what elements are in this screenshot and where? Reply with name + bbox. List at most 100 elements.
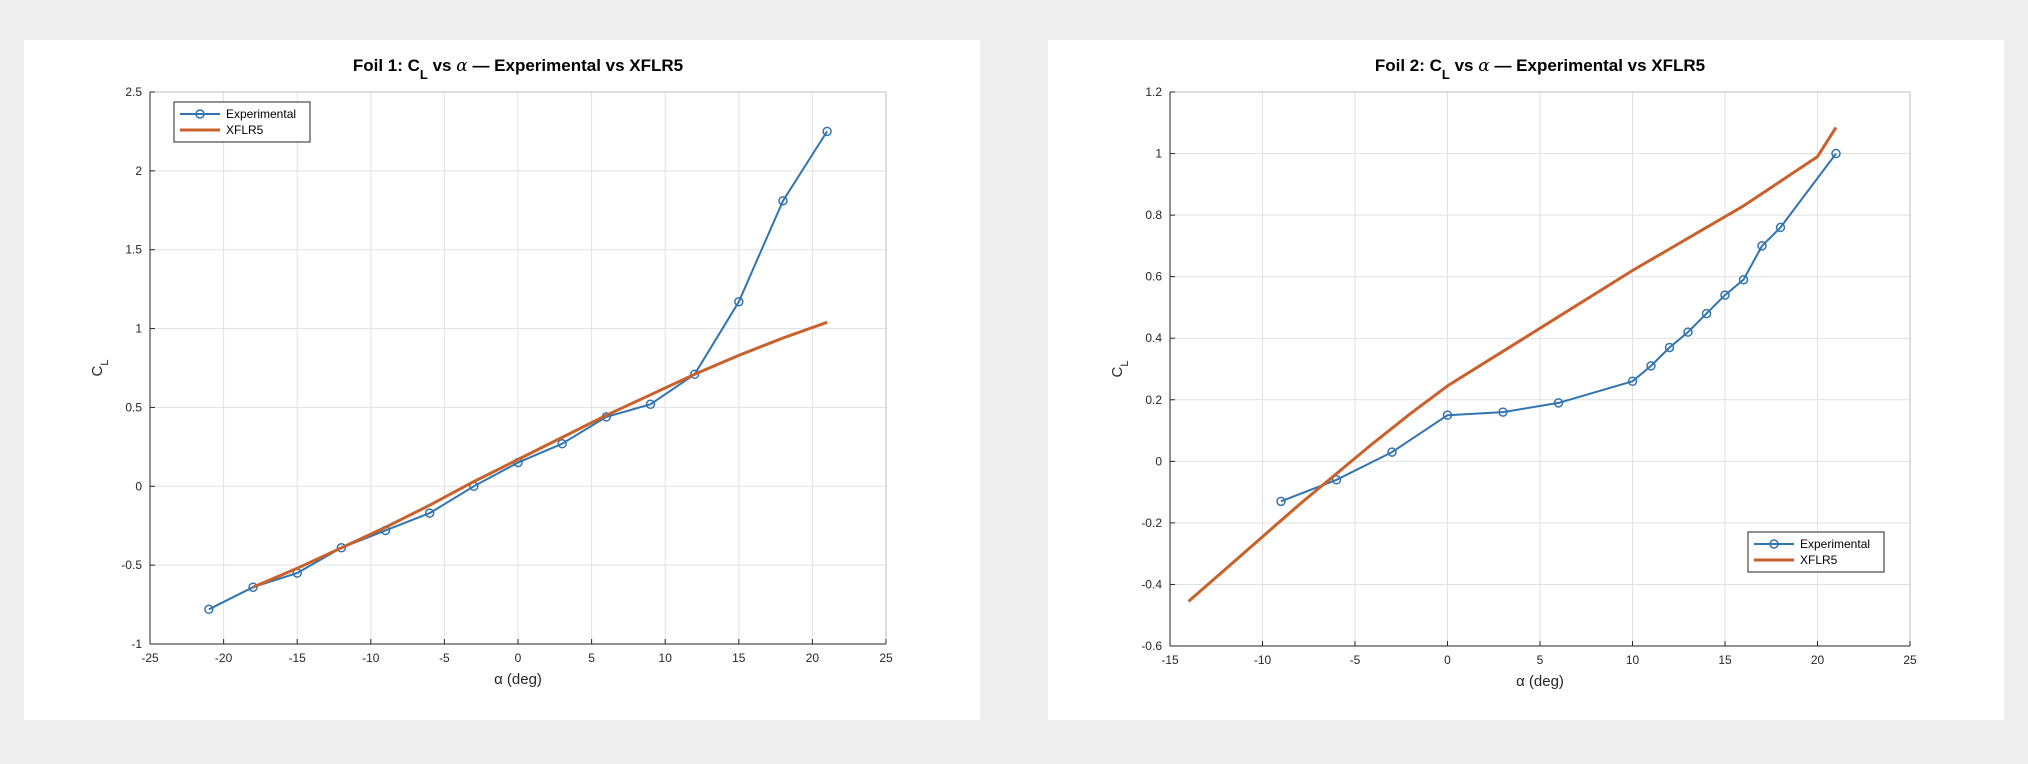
- experimental-data-point: [1442, 410, 1453, 420]
- x-tick-label: 15: [1718, 653, 1732, 667]
- experimental-data-point: [336, 543, 347, 553]
- chart-title-prefix: Foil 1: C: [353, 56, 420, 75]
- experimental-data-point: [1831, 148, 1841, 159]
- x-tick-label: -20: [215, 651, 233, 665]
- x-tick-label: -15: [289, 651, 307, 665]
- experimental-data-point: [1757, 241, 1767, 251]
- y-tick-label: 1.2: [1145, 85, 1162, 99]
- y-tick-label: 1: [1155, 147, 1162, 161]
- experimental-data-point: [734, 297, 744, 307]
- experimental-data-point: [1627, 376, 1638, 387]
- x-tick-label: 0: [1444, 653, 1451, 667]
- x-tick-label: 20: [1811, 653, 1825, 667]
- experimental-data-point: [1738, 274, 1749, 285]
- experimental-data-point: [822, 126, 832, 137]
- x-tick-label: 15: [732, 651, 746, 665]
- y-axis-label-subscript: L: [99, 360, 111, 366]
- y-axis-label-main: C: [1109, 366, 1126, 377]
- y-tick-label: 1.5: [125, 243, 142, 257]
- y-axis-label: CL: [89, 360, 111, 377]
- legend: Experimental XFLR5: [1747, 531, 1885, 573]
- experimental-series-line: [1280, 152, 1837, 503]
- x-tick-label: 25: [879, 651, 893, 665]
- x-tick-label: 0: [515, 651, 522, 665]
- x-tick-label: 25: [1903, 653, 1917, 667]
- x-tick-label: -10: [1254, 653, 1272, 667]
- y-tick-label: -0.5: [121, 558, 142, 572]
- chart-title-mid: vs: [428, 56, 456, 75]
- experimental-data-point: [204, 604, 214, 615]
- x-tick-label: 20: [806, 651, 820, 665]
- y-tick-label: -0.4: [1141, 577, 1162, 591]
- experimental-data-point: [1683, 327, 1693, 337]
- y-tick-label: 0: [135, 479, 142, 493]
- x-tick-label: -10: [362, 651, 380, 665]
- experimental-data-point: [557, 438, 567, 449]
- y-tick-label: 1: [135, 322, 142, 336]
- experimental-data-point: [1498, 407, 1508, 417]
- xflr5-series-line: [1187, 126, 1838, 603]
- y-tick-label: 0.5: [125, 400, 142, 414]
- y-tick-label: 0: [1155, 454, 1162, 468]
- experimental-data-point: [1664, 342, 1675, 353]
- experimental-series-line: [208, 130, 828, 611]
- chart-panel-foil-2: -15 -10 -5 0 5 10 15 20 25 -0.6 -0.4 -0.2 0 0.2 0.4 0.6…: [1048, 40, 2004, 720]
- chart-foil-2: -15 -10 -5 0 5 10 15 20 25 -0.6 -0.4 -0.2 0 0.2 0.4 0.6…: [1109, 56, 1917, 690]
- chart-title-subscript: L: [420, 67, 428, 82]
- x-tick-label: -5: [1350, 653, 1361, 667]
- chart-title-prefix: Foil 2: C: [1375, 56, 1442, 75]
- experimental-data-point: [1553, 398, 1564, 408]
- experimental-data-point: [1646, 361, 1656, 371]
- legend-label: Experimental: [1800, 537, 1870, 551]
- chart-title-alpha: α: [1478, 56, 1490, 76]
- y-axis-label-main: C: [89, 365, 106, 376]
- legend-box: [173, 101, 311, 143]
- legend-label: XFLR5: [226, 123, 264, 137]
- experimental-data-point: [248, 582, 258, 592]
- experimental-data-point: [1701, 308, 1712, 319]
- x-tick-label: -25: [141, 651, 159, 665]
- y-tick-label: 0.2: [1145, 393, 1162, 407]
- legend-marker: [1769, 539, 1779, 549]
- experimental-data-point: [424, 508, 435, 518]
- experimental-data-point: [1720, 290, 1730, 300]
- x-tick-label: -5: [439, 651, 450, 665]
- y-tick-label: 2: [135, 164, 142, 178]
- y-tick-label: 0.4: [1145, 331, 1162, 345]
- x-axis-label: α (deg): [1516, 673, 1564, 690]
- y-tick-label: 2.5: [125, 85, 142, 99]
- x-tick-label: 5: [1537, 653, 1544, 667]
- experimental-data-point: [1331, 475, 1342, 485]
- experimental-data-point: [1276, 496, 1286, 507]
- y-axis-label-subscript: L: [1119, 361, 1131, 367]
- legend-label: XFLR5: [1800, 553, 1838, 567]
- legend-label: Experimental: [226, 107, 296, 121]
- y-axis-label: CL: [1109, 361, 1131, 378]
- chart-title-alpha: α: [456, 56, 468, 76]
- chart-title: Foil 2: CL vs α — Experimental vs XFLR5: [1375, 56, 1705, 82]
- y-tick-label: 0.8: [1145, 208, 1162, 222]
- y-tick-label: -0.2: [1141, 516, 1162, 530]
- experimental-data-point: [689, 369, 700, 380]
- legend-marker: [195, 109, 205, 119]
- chart-title-subscript: L: [1442, 67, 1450, 82]
- legend-box: [1747, 531, 1885, 573]
- x-axis-label: α (deg): [494, 671, 542, 688]
- experimental-data-point: [1775, 222, 1786, 233]
- x-tick-label: -15: [1161, 653, 1179, 667]
- x-tick-label: 5: [588, 651, 595, 665]
- chart-foil-1: -25 -20 -15 -10 -5 0 5 10 15 20 25 -1 -0.5 0 0.5 1 1.5 2 2…: [89, 56, 893, 688]
- experimental-data-point: [778, 196, 788, 206]
- chart-title: Foil 1: CL vs α — Experimental vs XFLR5: [353, 56, 683, 82]
- y-tick-label: -0.6: [1141, 639, 1162, 653]
- experimental-data-point: [1387, 447, 1397, 457]
- legend: Experimental XFLR5: [173, 101, 311, 143]
- chart-title-suffix: — Experimental vs XFLR5: [468, 56, 683, 75]
- chart-panel-foil-1: -25 -20 -15 -10 -5 0 5 10 15 20 25 -1 -0.5 0 0.5 1 1.5 2 2…: [24, 40, 980, 720]
- chart-title-mid: vs: [1450, 56, 1478, 75]
- xflr5-series-line: [252, 320, 828, 589]
- y-tick-label: -1: [131, 637, 142, 651]
- experimental-data-point: [645, 399, 656, 410]
- x-tick-label: 10: [1626, 653, 1640, 667]
- chart-title-suffix: — Experimental vs XFLR5: [1490, 56, 1705, 75]
